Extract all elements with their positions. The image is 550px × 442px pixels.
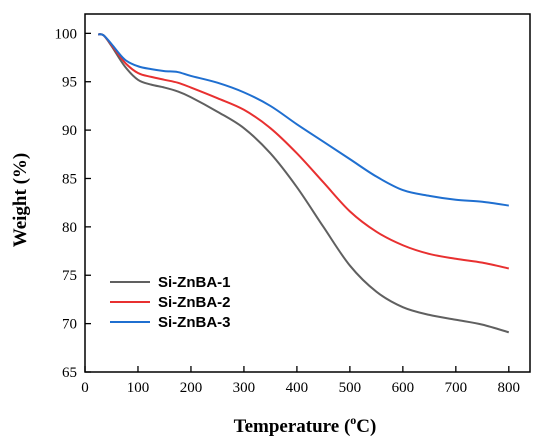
axis-ticks: 0 100 200 300 400 500 600 700 800 65 70 75 80 85 90 95 1… [55,26,521,396]
y-tick-label: 65 [62,365,77,381]
x-tick-label: 800 [498,380,521,396]
y-tick-label: 85 [62,171,77,187]
x-axis-title-unit: C) [356,416,376,437]
series-line-2 [98,33,510,270]
y-tick-label: 90 [62,123,77,139]
plot-frame [84,13,531,373]
x-tick-label: 500 [339,380,362,396]
y-tick-label: 95 [62,75,77,91]
y-tick-label: 70 [62,317,77,333]
x-tick-label: 100 [127,380,150,396]
x-axis-title: Temperature (oC) [234,413,377,437]
x-axis-title-superscript: o [350,413,356,427]
series-line-3 [98,33,509,207]
plot-lines [98,33,510,334]
legend-label-2: Si-ZnBA-2 [158,294,231,311]
legend: Si-ZnBA-1 Si-ZnBA-2 Si-ZnBA-3 [110,274,231,331]
x-tick-label: 600 [392,380,415,396]
y-tick-label: 100 [55,26,78,42]
series-line-1 [98,33,510,334]
x-tick-label: 300 [233,380,256,396]
x-tick-label: 200 [180,380,203,396]
x-tick-label: 700 [445,380,468,396]
legend-label-1: Si-ZnBA-1 [158,274,231,291]
y-tick-label: 75 [62,268,77,284]
y-axis-title: Weight (%) [10,153,31,247]
y-tick-label: 80 [62,220,77,236]
x-tick-label: 0 [81,380,89,396]
x-axis-title-text: Temperature ( [234,416,351,437]
x-tick-label: 400 [286,380,309,396]
legend-label-3: Si-ZnBA-3 [158,314,231,331]
